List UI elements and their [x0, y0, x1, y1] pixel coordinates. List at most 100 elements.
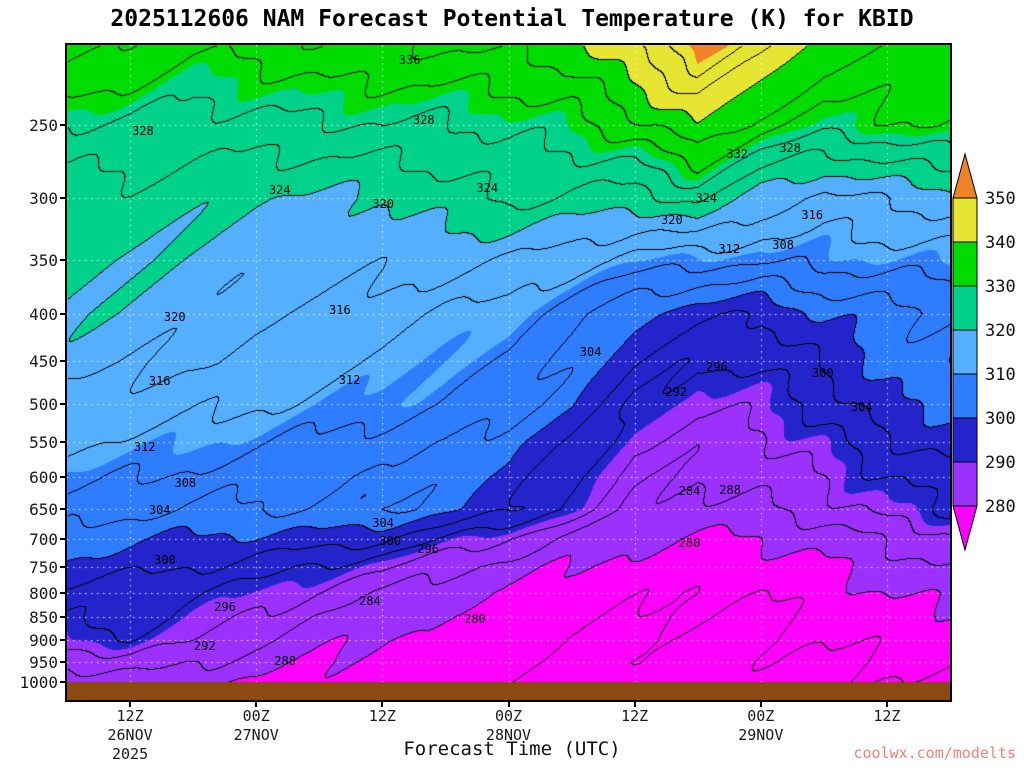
y-tick-label: 450	[29, 352, 58, 372]
colorbar-label: 350	[985, 189, 1016, 209]
y-tick-mark	[60, 615, 67, 618]
y-tick-label: 700	[29, 529, 58, 549]
y-tick-label: 350	[29, 251, 58, 271]
contour-label: 312	[338, 372, 361, 387]
contour-label: 300	[812, 366, 834, 381]
y-tick-label: 1000	[19, 673, 58, 693]
contour-label: 280	[678, 535, 701, 550]
x-tick-label-line: 00Z	[494, 707, 523, 725]
colorbar-scale: 350 340 330 320 310 300 290 280	[952, 152, 1016, 552]
y-tick-label: 550	[29, 432, 58, 452]
contour-label: 304	[148, 503, 171, 518]
y-tick-label: 850	[29, 607, 58, 627]
x-tick-label-line: 00Z	[242, 707, 270, 725]
contour-label: 324	[476, 180, 499, 195]
contour-label: 312	[718, 242, 741, 257]
y-tick-label: 600	[29, 467, 58, 487]
y-tick-label: 250	[29, 115, 58, 135]
contour-label: 284	[678, 484, 701, 499]
contour-label: 304	[579, 345, 602, 360]
x-tick-label: 12Z 26NOV 2025	[85, 707, 175, 763]
x-tick-mark	[255, 700, 258, 707]
x-tick-label: 12Z	[337, 707, 427, 726]
x-tick-mark	[633, 700, 636, 707]
contour-label: 324	[695, 191, 718, 206]
colorbar-segment	[952, 197, 978, 243]
colorbar-label: 310	[985, 365, 1016, 385]
x-tick-label: 12Z	[590, 707, 680, 726]
x-tick-label: 12Z	[842, 707, 932, 726]
y-tick-mark	[60, 402, 67, 405]
contour-label: 284	[359, 594, 381, 609]
x-tick-label-line: 12Z	[873, 707, 901, 725]
contour-label: 304	[850, 400, 873, 415]
contour-label: 304	[372, 516, 394, 531]
contour-label: 328	[412, 113, 435, 128]
contour-label: 296	[417, 542, 439, 557]
chart-title: 2025112606 NAM Forecast Potential Temper…	[110, 6, 914, 32]
colorbar-segment	[952, 461, 978, 507]
contour-label: 320	[372, 197, 394, 212]
contour-label: 308	[772, 237, 794, 252]
contour-label: 280	[464, 611, 486, 626]
y-tick-label: 900	[29, 630, 58, 650]
colorbar-segment	[952, 373, 978, 419]
contour-label: 308	[174, 476, 197, 491]
y-tick-mark	[60, 259, 67, 262]
contour-label: 320	[661, 212, 683, 227]
x-tick-mark	[507, 700, 510, 707]
contour-label: 300	[379, 533, 402, 548]
x-tick-mark	[885, 700, 888, 707]
y-tick-mark	[60, 197, 67, 200]
x-tick-label-line: 12Z	[368, 707, 396, 725]
theta-cross-section-canvas	[67, 45, 950, 700]
contour-label: 324	[268, 182, 291, 197]
x-tick-mark	[759, 700, 762, 707]
y-tick-label: 950	[29, 652, 58, 672]
y-tick-mark	[60, 508, 67, 511]
x-tick-label-line: 26NOV	[107, 725, 153, 744]
y-tick-label: 800	[29, 583, 58, 603]
colorbar-label: 290	[985, 453, 1016, 473]
x-tick-label-line: 2025	[112, 744, 149, 763]
x-tick-mark	[129, 700, 132, 707]
x-axis-title: Forecast Time (UTC)	[403, 738, 621, 760]
y-tick-mark	[60, 312, 67, 315]
plot-area: 336 328 328 324 324 320 332 328 324 320 312 308 316 3…	[67, 45, 950, 700]
x-tick-label-line: 27NOV	[233, 725, 279, 744]
colorbar-below-min	[952, 505, 978, 552]
contour-label: 300	[154, 552, 176, 567]
colorbar: 350 340 330 320 310 300 290 280	[951, 148, 1021, 564]
colorbar-segment	[952, 285, 978, 331]
y-tick-mark	[60, 681, 67, 684]
y-tick-mark	[60, 537, 67, 540]
y-tick-label: 500	[29, 394, 58, 414]
y-tick-label: 300	[29, 189, 58, 209]
contour-label: 328	[132, 123, 154, 138]
contour-label: 296	[706, 360, 728, 375]
contour-label: 316	[801, 208, 824, 223]
x-tick-label-line: 29NOV	[738, 725, 784, 744]
watermark-link[interactable]: coolwx.com/modelts	[853, 744, 1016, 762]
colorbar-segment	[952, 417, 978, 463]
y-tick-mark	[60, 638, 67, 641]
contour-label: 292	[193, 639, 216, 654]
x-tick-label-line: 12Z	[621, 707, 649, 725]
y-tick-mark	[60, 565, 67, 568]
y-tick-label: 400	[29, 304, 58, 324]
contour-label: 336	[398, 53, 421, 68]
contour-label: 296	[214, 599, 236, 614]
y-tick-mark	[60, 440, 67, 443]
colorbar-above-max	[952, 152, 978, 199]
x-tick-label: 00Z 28NOV	[464, 707, 554, 745]
contour-label: 320	[163, 309, 186, 324]
colorbar-label: 300	[985, 409, 1016, 429]
contour-label: 332	[726, 146, 749, 161]
y-tick-mark	[60, 591, 67, 594]
x-tick-label: 00Z 27NOV	[211, 707, 301, 745]
x-tick-label-line: 12Z	[116, 707, 144, 725]
colorbar-label: 320	[985, 321, 1016, 341]
x-tick-label-line: 00Z	[747, 707, 775, 725]
contour-label: 316	[148, 374, 171, 388]
